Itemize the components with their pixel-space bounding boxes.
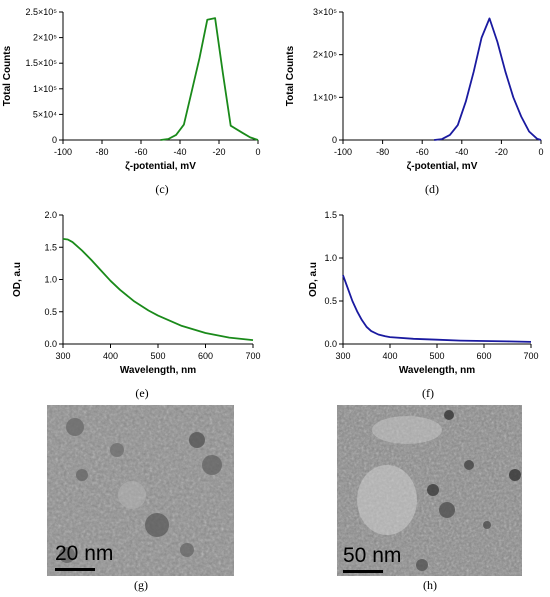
y-tick-label: 1.5×10⁵ xyxy=(25,58,57,68)
scalebar-h xyxy=(343,570,383,573)
x-axis-label: Wavelength, nm xyxy=(399,365,475,376)
charts-canvas: -100 -80 -60 -40 -20 0 0 5×10⁴ 1×10⁵ 1.5×10⁵ 2×10⁵… xyxy=(2,7,544,376)
y-tick-label: 1.5 xyxy=(324,210,337,220)
y-axis-label: Total Counts xyxy=(285,45,296,106)
x-tick-label: 400 xyxy=(382,351,397,361)
x-tick-label: 500 xyxy=(150,351,165,361)
y-tick-label: 0.0 xyxy=(324,339,337,349)
caption-g: (g) xyxy=(134,578,148,592)
series-line xyxy=(160,17,259,141)
y-tick-label: 2.5×10⁵ xyxy=(25,7,57,17)
chart-c: -100 -80 -60 -40 -20 0 0 5×10⁴ 1×10⁵ 1.5×10⁵ 2×10⁵… xyxy=(2,7,261,172)
chart-f: 300 400 500 600 700 0.0 0.5 1.0 1.5 Wavelength, n… xyxy=(308,210,539,376)
tem-texture-h xyxy=(337,405,522,576)
caption-c: (c) xyxy=(155,182,169,196)
series-line xyxy=(342,274,532,343)
y-tick-label: 2×10⁵ xyxy=(313,50,337,60)
x-tick-label: 0 xyxy=(538,147,543,157)
tem-image-g: 20 nm xyxy=(47,405,234,576)
tem-image-h: 50 nm xyxy=(337,405,522,576)
y-tick-label: 0.0 xyxy=(44,339,57,349)
x-tick-label: -20 xyxy=(212,147,225,157)
x-tick-label: -100 xyxy=(334,147,352,157)
y-axis-label: OD, a.u xyxy=(12,262,23,297)
y-tick-label: 1×10⁵ xyxy=(313,92,337,102)
x-tick-label: -40 xyxy=(173,147,186,157)
x-axis-label: ζ-potential, mV xyxy=(407,161,478,172)
y-tick-label: 1.0 xyxy=(324,253,337,263)
x-axis-label: ζ-potential, mV xyxy=(125,161,196,172)
x-tick-label: 300 xyxy=(335,351,350,361)
x-tick-label: 700 xyxy=(523,351,538,361)
y-tick-label: 2.0 xyxy=(44,210,57,220)
y-tick-label: 0.5 xyxy=(324,296,337,306)
chart-e: 300 400 500 600 700 0.0 0.5 1.0 1.5 2.0 Wavelength… xyxy=(12,210,261,376)
y-axis-label: Total Counts xyxy=(2,45,13,106)
x-tick-label: 400 xyxy=(103,351,118,361)
series-line xyxy=(62,238,254,341)
y-tick-label: 0 xyxy=(52,135,57,145)
caption-h: (h) xyxy=(423,578,437,592)
scalebar-label-g: 20 nm xyxy=(55,542,114,565)
y-tick-label: 1.5 xyxy=(44,242,57,252)
x-axis-label: Wavelength, nm xyxy=(120,365,196,376)
caption-e: (e) xyxy=(135,386,149,400)
y-tick-label: 5×10⁴ xyxy=(33,109,57,119)
series-line xyxy=(433,17,542,141)
scalebar-label-h: 50 nm xyxy=(343,544,402,567)
x-tick-label: 700 xyxy=(245,351,260,361)
x-tick-label: -60 xyxy=(416,147,429,157)
y-tick-label: 0.5 xyxy=(44,307,57,317)
y-axis-label: OD, a.u xyxy=(308,262,319,297)
x-tick-label: 500 xyxy=(429,351,444,361)
x-tick-label: -80 xyxy=(95,147,108,157)
x-tick-label: 600 xyxy=(476,351,491,361)
x-tick-label: -100 xyxy=(54,147,72,157)
x-tick-label: 600 xyxy=(198,351,213,361)
y-tick-label: 0 xyxy=(332,135,337,145)
y-tick-label: 2×10⁵ xyxy=(33,33,57,43)
x-tick-label: -20 xyxy=(495,147,508,157)
caption-d: (d) xyxy=(425,182,439,196)
y-tick-label: 1×10⁵ xyxy=(33,84,57,94)
x-tick-label: 0 xyxy=(255,147,260,157)
x-tick-label: -60 xyxy=(134,147,147,157)
chart-d: -100 -80 -60 -40 -20 0 0 1×10⁵ 2×10⁵ 3×10⁵ ζ-poten… xyxy=(285,7,544,172)
x-tick-label: -40 xyxy=(455,147,468,157)
x-tick-label: -80 xyxy=(376,147,389,157)
tem-texture-g xyxy=(47,405,234,576)
y-tick-label: 1.0 xyxy=(44,275,57,285)
scalebar-g xyxy=(55,568,95,571)
y-tick-label: 3×10⁵ xyxy=(313,7,337,17)
caption-f: (f) xyxy=(422,386,434,400)
x-tick-label: 300 xyxy=(55,351,70,361)
